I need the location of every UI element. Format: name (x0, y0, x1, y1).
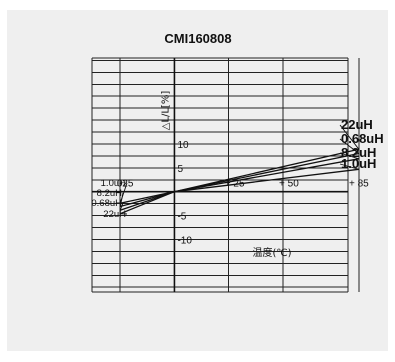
series-leader-line (339, 163, 359, 170)
series-lines (119, 148, 359, 215)
series-leader-line (339, 124, 360, 150)
left-series-label: 22uH (103, 209, 126, 220)
series-label: 0.68uH (341, 131, 384, 146)
chart-panel: CMI160808 -250+ 25+ 50+ 85105-5-1022uH0.… (7, 10, 388, 351)
left-series-label: 0.68uH (91, 198, 122, 209)
x-tick-label: + 50 (279, 179, 299, 190)
series-leader-line (339, 152, 359, 160)
series-label: 22uH (341, 117, 373, 132)
y-tick-label: 10 (177, 140, 189, 151)
series-leader-line (339, 138, 360, 154)
x-tick-label: 0 (117, 179, 123, 190)
inductance-temperature-chart: CMI160808 -250+ 25+ 50+ 85105-5-1022uH0.… (91, 31, 384, 293)
labels: -250+ 25+ 50+ 85105-5-1022uH0.68uH8.2uH1… (91, 91, 383, 260)
x-axis-label: 温度(℃) (253, 246, 292, 259)
grid (91, 57, 360, 293)
left-leader-line (119, 202, 124, 211)
x-tick-label: + 25 (225, 179, 245, 190)
x-tick-label: + 85 (349, 179, 369, 190)
y-tick-label: -10 (177, 235, 192, 246)
y-axis-label: △L/L[%] (160, 91, 171, 131)
y-tick-label: 5 (177, 164, 183, 175)
axes (92, 58, 348, 292)
chart-title: CMI160808 (164, 31, 231, 46)
y-tick-label: -5 (177, 212, 186, 223)
series-line (120, 168, 359, 204)
left-leader-line (119, 192, 124, 207)
series-label: 1.0uH (341, 156, 376, 171)
left-series-label: 8.2uH (97, 188, 122, 199)
series-label: 8.2uH (341, 145, 376, 160)
left-series-label: 1.0uH (101, 178, 126, 189)
